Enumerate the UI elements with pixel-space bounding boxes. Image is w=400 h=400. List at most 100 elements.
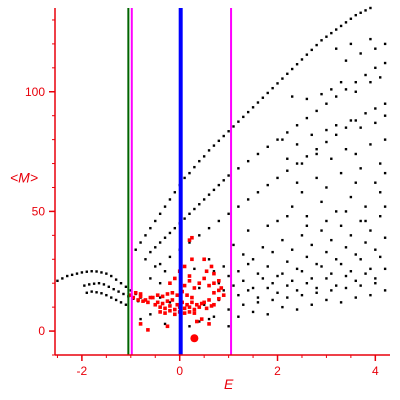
data-point	[271, 298, 274, 302]
data-point	[281, 77, 284, 80]
data-point	[217, 288, 221, 293]
data-point	[198, 234, 201, 237]
data-point	[193, 207, 196, 211]
data-point	[136, 298, 140, 302]
data-point	[354, 152, 357, 156]
data-point	[295, 181, 299, 184]
data-point	[193, 267, 196, 271]
data-point	[188, 325, 191, 328]
data-point	[383, 61, 387, 65]
data-point	[364, 241, 367, 244]
data-point	[281, 305, 284, 309]
data-point	[369, 143, 372, 146]
data-point	[256, 272, 260, 275]
data-point	[379, 162, 382, 165]
data-point	[198, 159, 201, 163]
data-point	[266, 224, 269, 227]
data-point	[364, 73, 367, 77]
data-point	[97, 282, 101, 285]
data-point	[349, 195, 353, 199]
data-point	[315, 262, 318, 266]
data-point	[190, 257, 194, 262]
data-point	[70, 273, 74, 277]
data-point	[160, 294, 165, 299]
data-point	[335, 284, 338, 287]
data-point	[222, 265, 225, 268]
data-point	[163, 311, 167, 315]
data-point	[369, 37, 372, 41]
data-point	[266, 313, 269, 316]
data-point	[212, 270, 216, 273]
data-point	[344, 88, 348, 91]
data-point	[286, 72, 289, 76]
data-point	[242, 303, 245, 306]
data-point	[114, 298, 118, 302]
data-point	[217, 219, 221, 223]
data-point	[209, 304, 214, 308]
data-point	[222, 179, 225, 182]
data-point	[383, 205, 387, 208]
data-point	[349, 270, 353, 273]
data-point	[83, 284, 86, 287]
data-point	[379, 76, 382, 79]
data-point	[122, 292, 125, 296]
data-point	[237, 167, 240, 170]
data-point	[300, 58, 304, 61]
data-point	[173, 312, 177, 317]
data-point	[276, 82, 279, 85]
data-point	[300, 270, 304, 273]
data-point	[305, 255, 309, 259]
data-point	[207, 317, 211, 321]
data-point	[209, 264, 214, 269]
data-point	[266, 145, 269, 148]
data-point	[364, 205, 367, 208]
data-point	[183, 176, 186, 180]
data-point	[117, 290, 120, 293]
data-point	[330, 238, 333, 242]
data-point	[325, 102, 328, 105]
data-point	[149, 226, 152, 230]
data-point	[202, 300, 206, 305]
data-point	[187, 274, 192, 278]
data-point	[199, 301, 204, 306]
data-point	[320, 200, 323, 204]
data-point	[339, 224, 343, 227]
data-point	[295, 124, 299, 127]
data-point	[105, 272, 108, 275]
data-point	[193, 165, 196, 169]
data-point	[124, 285, 128, 288]
data-point	[320, 92, 323, 96]
data-point	[204, 269, 209, 274]
data-point	[369, 80, 372, 84]
data-point	[364, 272, 367, 275]
data-point	[354, 13, 357, 17]
data-point	[182, 283, 187, 288]
data-point	[246, 198, 250, 201]
data-point	[246, 159, 250, 163]
data-point	[110, 296, 113, 299]
data-point	[320, 39, 323, 42]
data-point	[290, 248, 294, 251]
data-point	[286, 131, 289, 134]
data-point	[190, 235, 194, 240]
data-point	[217, 183, 221, 187]
data-point	[227, 130, 230, 133]
data-point	[168, 304, 172, 308]
data-point	[56, 279, 59, 283]
data-point	[335, 95, 338, 98]
data-point	[163, 205, 167, 208]
data-point	[315, 176, 318, 180]
data-point	[325, 186, 328, 189]
data-point	[300, 234, 304, 237]
data-point	[261, 96, 265, 99]
data-point	[335, 124, 338, 127]
y-tick-label: 0	[38, 324, 45, 338]
data-point	[330, 272, 333, 275]
data-point	[295, 162, 299, 165]
data-point	[246, 262, 250, 266]
x-tick-label: 0	[176, 364, 183, 378]
data-point	[202, 155, 206, 158]
data-point	[212, 271, 216, 276]
data-point	[165, 324, 170, 329]
